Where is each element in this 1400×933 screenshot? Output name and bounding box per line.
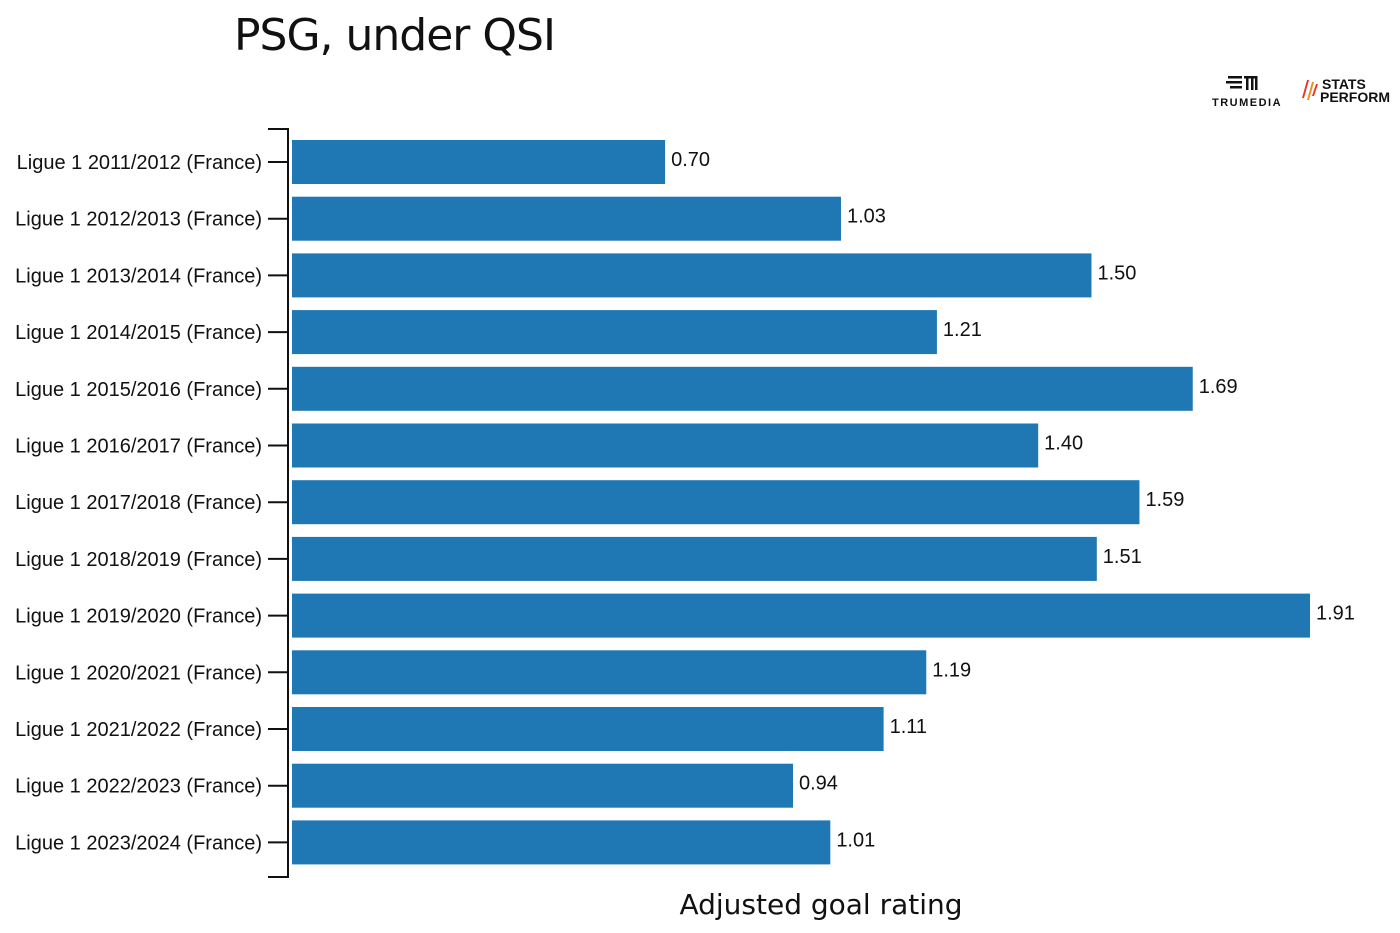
chart-title: PSG, under QSI — [234, 10, 556, 61]
trumedia-logo-icon — [1226, 76, 1258, 90]
brand-logos: TRUMEDIA STATS PERFORM — [1212, 76, 1390, 109]
category-label: Ligue 1 2021/2022 (France) — [15, 719, 262, 741]
category-label: Ligue 1 2022/2023 (France) — [15, 776, 262, 798]
value-label: 1.21 — [943, 319, 982, 341]
bar — [292, 140, 666, 184]
bar — [292, 536, 1097, 581]
bar — [292, 593, 1310, 638]
bar — [292, 480, 1140, 525]
bar — [292, 423, 1039, 468]
value-label: 1.03 — [847, 206, 886, 228]
value-label: 1.19 — [932, 659, 971, 681]
value-label: 1.50 — [1097, 262, 1136, 284]
bar — [292, 196, 841, 241]
perform-logo-text: PERFORM — [1320, 89, 1390, 105]
category-label: Ligue 1 2019/2020 (France) — [15, 606, 262, 628]
category-label: Ligue 1 2015/2016 (France) — [15, 379, 262, 401]
value-labels: 0.70 1.03 1.50 1.21 1.69 1.40 1.59 1.51 1.91 1.19… — [671, 149, 1355, 851]
category-label: Ligue 1 2020/2021 (France) — [15, 662, 262, 684]
value-label: 1.59 — [1145, 489, 1184, 511]
bar — [292, 366, 1193, 411]
value-label: 1.40 — [1044, 433, 1083, 455]
bar — [292, 707, 884, 751]
category-label: Ligue 1 2018/2019 (France) — [15, 549, 262, 571]
trumedia-logo-text: TRUMEDIA — [1212, 97, 1282, 109]
bar — [292, 763, 794, 808]
bar — [292, 820, 831, 865]
value-label: 1.01 — [836, 829, 875, 851]
category-label: Ligue 1 2017/2018 (France) — [15, 492, 262, 514]
y-axis — [268, 128, 289, 878]
category-label: Ligue 1 2011/2012 (France) — [17, 152, 262, 174]
category-label: Ligue 1 2012/2013 (France) — [15, 209, 262, 231]
bar — [292, 310, 937, 355]
value-label: 1.69 — [1199, 376, 1238, 398]
stats-perform-logo-icon — [1302, 80, 1318, 100]
stats-logo-text: STATS — [1322, 76, 1366, 92]
category-labels: Ligue 1 2011/2012 (France) Ligue 1 2012/2… — [15, 152, 262, 854]
value-label: 0.94 — [799, 773, 838, 795]
category-label: Ligue 1 2016/2017 (France) — [15, 436, 262, 458]
value-label: 1.51 — [1103, 546, 1142, 568]
category-label: Ligue 1 2013/2014 (France) — [15, 265, 262, 287]
category-label: Ligue 1 2014/2015 (France) — [15, 322, 262, 344]
value-label: 0.70 — [671, 149, 710, 171]
value-label: 1.11 — [890, 716, 927, 738]
bar — [292, 253, 1092, 298]
bar — [292, 650, 927, 695]
bars — [292, 140, 1310, 865]
category-label: Ligue 1 2023/2024 (France) — [15, 832, 262, 854]
value-label: 1.91 — [1316, 603, 1355, 625]
x-axis-title: Adjusted goal rating — [679, 888, 962, 921]
